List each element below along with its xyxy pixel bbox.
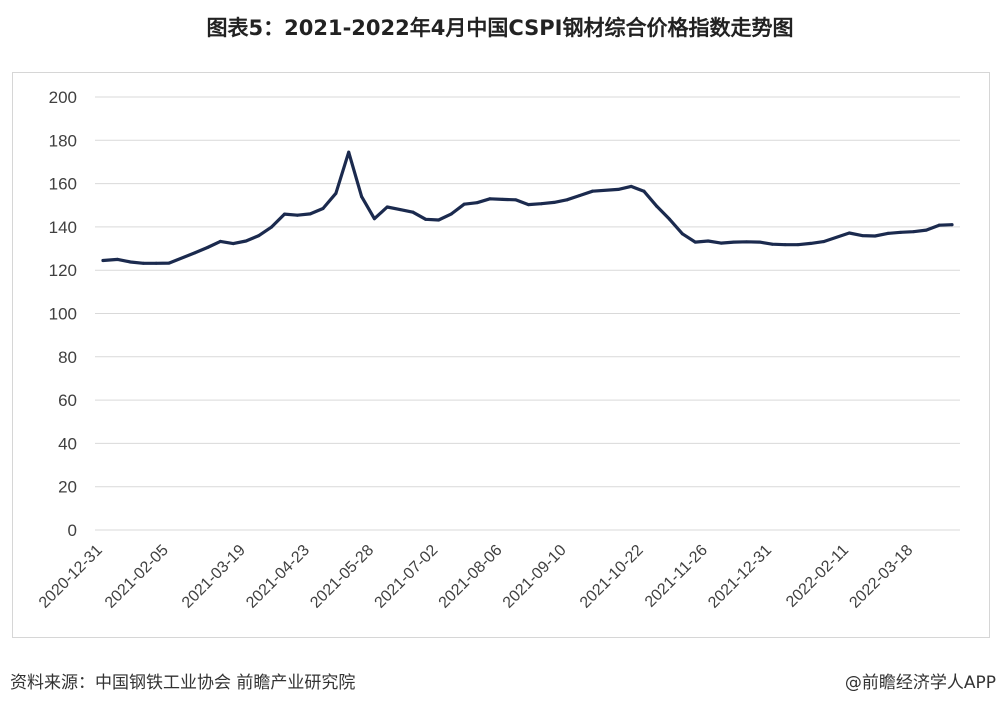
data-point	[539, 202, 543, 206]
y-tick-label: 180	[49, 131, 77, 150]
data-point	[783, 243, 787, 247]
data-point	[141, 261, 145, 265]
data-point	[475, 201, 479, 205]
data-point	[398, 208, 402, 212]
grid-layer	[95, 96, 960, 531]
data-point	[924, 228, 928, 232]
brand-note: @前瞻经济学人APP	[844, 673, 996, 693]
data-point	[526, 203, 530, 207]
chart-title: 图表5：2021-2022年4月中国CSPI钢材综合价格指数走势图	[206, 16, 794, 40]
data-point	[372, 217, 376, 221]
y-tick-label: 60	[58, 391, 77, 410]
data-point	[565, 198, 569, 202]
data-point	[193, 251, 197, 255]
x-tick-label: 2021-11-26	[642, 542, 711, 611]
y-tick-label: 100	[49, 305, 77, 324]
data-point	[937, 223, 941, 227]
data-point	[449, 212, 453, 216]
data-point	[873, 234, 877, 238]
x-tick-label: 2020-12-31	[36, 542, 106, 612]
data-point	[257, 234, 261, 238]
x-tick-label: 2021-05-28	[307, 542, 377, 612]
y-tick-label: 0	[68, 521, 77, 540]
plot-frame	[12, 72, 990, 638]
x-tick-label: 2021-09-10	[500, 542, 570, 612]
data-point	[642, 189, 646, 193]
data-point	[218, 239, 222, 243]
x-tick-label: 2021-02-05	[102, 542, 172, 612]
y-tick-label: 200	[49, 88, 77, 107]
point-layer	[101, 150, 954, 265]
data-point	[437, 218, 441, 222]
data-point	[488, 197, 492, 201]
data-point	[552, 200, 556, 204]
data-point	[270, 225, 274, 229]
data-point	[283, 212, 287, 216]
data-point	[886, 231, 890, 235]
x-tick-label: 2021-08-06	[436, 542, 506, 612]
data-point	[321, 206, 325, 210]
data-point	[911, 230, 915, 234]
data-point	[295, 213, 299, 217]
data-point	[655, 204, 659, 208]
x-tick-label: 2021-10-22	[577, 542, 647, 612]
series-layer	[101, 150, 954, 265]
x-tick-label: 2021-03-19	[179, 542, 249, 612]
data-point	[770, 242, 774, 246]
y-tick-label: 160	[49, 175, 77, 194]
x-tick-label: 2022-02-11	[783, 542, 852, 611]
data-point	[591, 189, 595, 193]
data-point	[899, 230, 903, 234]
y-tick-label: 80	[58, 348, 77, 367]
data-point	[206, 245, 210, 249]
y-axis-tick-labels: 0 20 40 60 80 100 120 140 160 180 200	[49, 88, 77, 540]
data-point	[680, 232, 684, 236]
data-point	[101, 258, 105, 262]
data-point	[796, 243, 800, 247]
data-point	[167, 261, 171, 265]
data-point	[732, 240, 736, 244]
x-tick-label: 2022-03-18	[846, 542, 916, 612]
data-point	[514, 198, 518, 202]
data-point	[385, 205, 389, 209]
data-point	[719, 241, 723, 245]
y-tick-label: 20	[58, 478, 77, 497]
data-point	[629, 184, 633, 188]
data-point	[411, 210, 415, 214]
data-point	[668, 217, 672, 221]
data-point	[424, 217, 428, 221]
x-tick-label: 2021-04-23	[243, 542, 313, 612]
data-point	[501, 197, 505, 201]
data-point	[706, 239, 710, 243]
data-point	[745, 240, 749, 244]
data-point	[757, 240, 761, 244]
data-point	[244, 239, 248, 243]
data-point	[347, 150, 351, 154]
data-point	[231, 242, 235, 246]
series-line	[101, 150, 954, 265]
data-point	[847, 231, 851, 235]
data-point	[822, 240, 826, 244]
data-point	[578, 194, 582, 198]
data-point	[616, 187, 620, 191]
y-tick-label: 40	[58, 434, 77, 453]
data-point	[809, 241, 813, 245]
data-point	[334, 191, 338, 195]
data-point	[693, 240, 697, 244]
x-tick-label: 2021-12-31	[705, 542, 775, 612]
data-point	[360, 195, 364, 199]
y-tick-label: 120	[49, 261, 77, 280]
data-point	[116, 257, 120, 261]
data-point	[308, 212, 312, 216]
x-tick-label: 2021-07-02	[372, 542, 442, 612]
data-point	[860, 234, 864, 238]
data-point	[950, 223, 954, 227]
source-note: 资料来源：中国钢铁工业协会 前瞻产业研究院	[10, 673, 356, 693]
data-point	[462, 202, 466, 206]
data-point	[129, 260, 133, 264]
y-tick-label: 140	[49, 218, 77, 237]
data-point	[154, 261, 158, 265]
